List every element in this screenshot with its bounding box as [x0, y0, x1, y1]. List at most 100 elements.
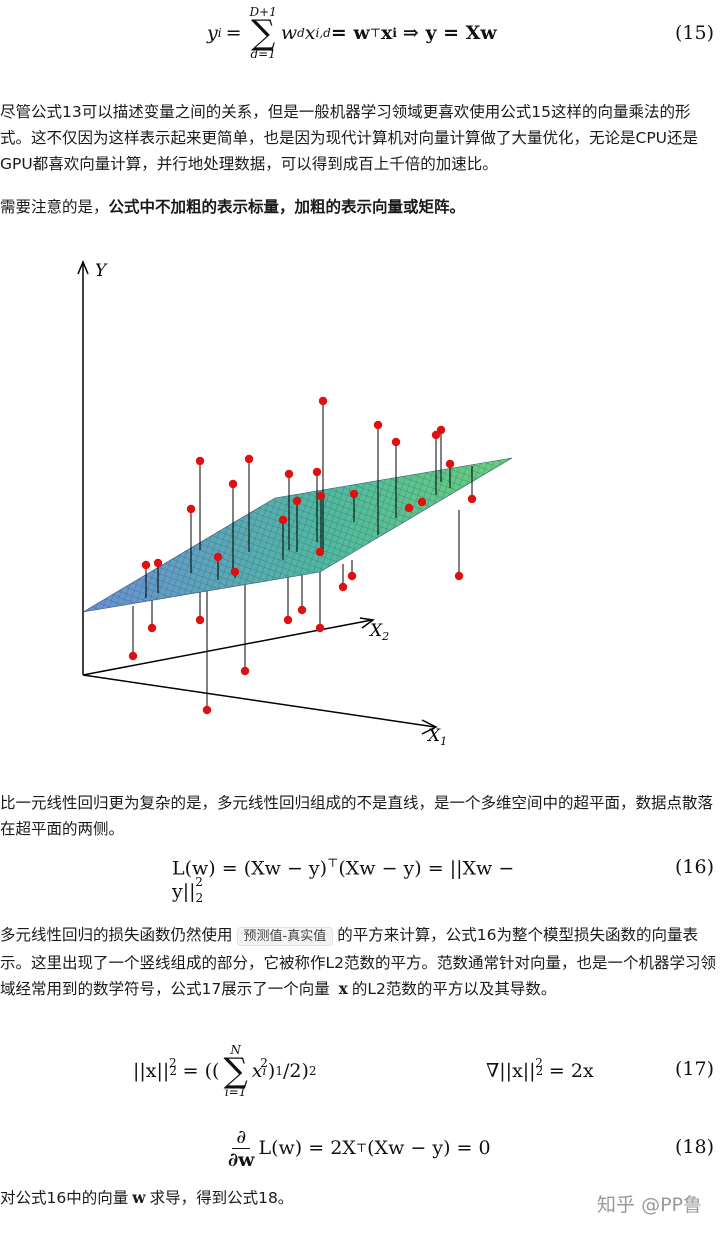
data-point [244, 454, 254, 464]
x1-axis-arrow [421, 719, 438, 735]
eq15-sum-bottom: d=1 [250, 47, 276, 61]
paragraph-5-w: w [132, 1188, 146, 1207]
data-point [240, 666, 250, 676]
paragraph-2-bold: 公式中不加粗的表示标量，加粗的表示向量或矩阵。 [108, 198, 466, 216]
eq17-term-sup: 2 [260, 1056, 268, 1070]
data-point [454, 571, 464, 581]
data-point [213, 552, 223, 562]
eq17-term: x [251, 1060, 263, 1082]
paragraph-5-a: 对公式16中的向量 [0, 1189, 129, 1207]
equation-16: L(w) = (Xw − y)⊤(Xw − y) = ||Xw − y||22 … [0, 856, 720, 905]
equation-16-body: L(w) = (Xw − y)⊤(Xw − y) = ||Xw − y||22 [172, 856, 551, 905]
data-point [445, 459, 455, 469]
data-point [404, 503, 414, 513]
paragraph-5-b: 求导，得到公式18。 [149, 1189, 294, 1207]
data-point [284, 469, 294, 479]
eq17-paren: ) [267, 1060, 276, 1082]
data-point [228, 479, 238, 489]
eq18-transpose: ⊤ [355, 1141, 368, 1155]
equation-18: ∂ ∂w L(w) = 2X ⊤ (Xw − y) = 0 (18) [0, 1120, 720, 1176]
x2-axis [82, 619, 373, 676]
eq15-lhs-sub: i [217, 26, 222, 40]
x1-axis-label: X1 [426, 726, 447, 748]
eq17-sum-bottom: i=1 [224, 1085, 247, 1099]
eq16-number: (16) [674, 856, 714, 878]
data-point [153, 558, 163, 568]
eq17-grad-sub: 2 [535, 1064, 544, 1078]
paragraph-4-x: x [338, 979, 348, 998]
eq18-fraction: ∂ ∂w [228, 1126, 255, 1171]
eq17-grad: ∇||x|| [486, 1060, 536, 1082]
data-point [467, 494, 477, 504]
points-above [141, 396, 477, 577]
data-point [436, 425, 446, 435]
data-point [195, 615, 205, 625]
eq15-x-sub: i,d [315, 26, 331, 40]
regression-plane-figure: Y X1 X2 [77, 260, 513, 748]
eq17-paren-sup: 1 [275, 1064, 283, 1078]
eq15-sum-top: D+1 [249, 5, 277, 19]
x2-axis-label: X2 [368, 621, 389, 643]
data-point [283, 615, 293, 625]
eq17-norm-sub: 2 [169, 1064, 177, 1078]
data-point [292, 496, 302, 506]
watermark: 知乎 @PP鲁 [597, 1194, 702, 1216]
eq15-transpose: ⊤ [369, 26, 382, 40]
y-axis-arrow [77, 260, 89, 275]
data-point [195, 456, 205, 466]
data-point [391, 437, 401, 447]
data-point [373, 420, 383, 430]
data-point [338, 582, 348, 592]
data-point [417, 497, 427, 507]
paragraph-5: 对公式16中的向量 w 求导，得到公式18。 [0, 1185, 716, 1211]
paragraph-1: 尽管公式13可以描述变量之间的关系，但是一般机器学习领域更喜欢使用公式15这样的… [0, 103, 699, 173]
data-point [141, 560, 151, 570]
eq15-rhs2: ⇒ y = Xw [402, 22, 497, 44]
data-point [202, 705, 212, 715]
equation-17-right: ∇||x|| 2 2 = 2x [486, 1040, 594, 1102]
eq18-frac-den: ∂w [228, 1148, 255, 1171]
eq18-tail: (Xw − y) = 0 [367, 1137, 491, 1159]
data-point [315, 547, 325, 557]
eq15-w-sub: d [297, 26, 305, 40]
eq17-tail-sup: 2 [308, 1064, 317, 1078]
paragraph-2: 需要注意的是，公式中不加粗的表示标量，加粗的表示向量或矩阵。 [0, 194, 716, 220]
eq15-rhs-x: x [381, 22, 393, 44]
eq18-number: (18) [674, 1136, 714, 1158]
eq16-norm-sub: 2 [195, 891, 204, 906]
data-point [147, 623, 157, 633]
eq16-transpose: ⊤ [327, 856, 339, 870]
paragraph-3: 比一元线性回归更为复杂的是，多元线性回归组成的不是直线，是一个多维空间中的超平面… [0, 794, 714, 838]
data-point [318, 396, 328, 406]
paragraph-4-b: 的平方来计算，公式16为整个模型损失函数的向量表示。这里出现了一个竖线组成的部分… [0, 926, 717, 998]
eq15-rhs-x-sub: i [392, 26, 397, 40]
eq16-left: L(w) = (Xw − y) [172, 857, 328, 880]
data-point [128, 651, 138, 661]
eq16-mid: (Xw − y) = ||Xw − y|| [172, 857, 515, 903]
eq15-sum: D+1 ∑ d=1 [249, 5, 277, 61]
eq15-lhs: y [207, 22, 218, 44]
eq17-norm-sup: 2 [168, 1056, 177, 1070]
eq17-sum: N ∑ i=1 [223, 1043, 248, 1099]
data-point [315, 623, 325, 633]
eq15-number: (15) [674, 22, 714, 44]
eq17-term-sub: i [262, 1064, 267, 1078]
data-point [186, 504, 196, 514]
eq18-frac-num: ∂ [232, 1126, 251, 1149]
data-point [297, 605, 307, 615]
eq17-grad-rhs: = 2x [542, 1060, 594, 1082]
eq18-body: L(w) = 2X [258, 1137, 356, 1159]
eq17-grad-sup: 2 [535, 1056, 543, 1070]
eq15-x: x [304, 22, 316, 44]
data-point [312, 467, 322, 477]
eq17-number: (17) [674, 1058, 714, 1080]
x1-axis [82, 674, 436, 728]
eq15-rhs-w: = w [330, 22, 370, 44]
stems-above [145, 401, 473, 598]
y-axis-label: Y [95, 261, 108, 281]
eq16-norm-sup: 2 [195, 875, 203, 890]
data-point [278, 515, 288, 525]
